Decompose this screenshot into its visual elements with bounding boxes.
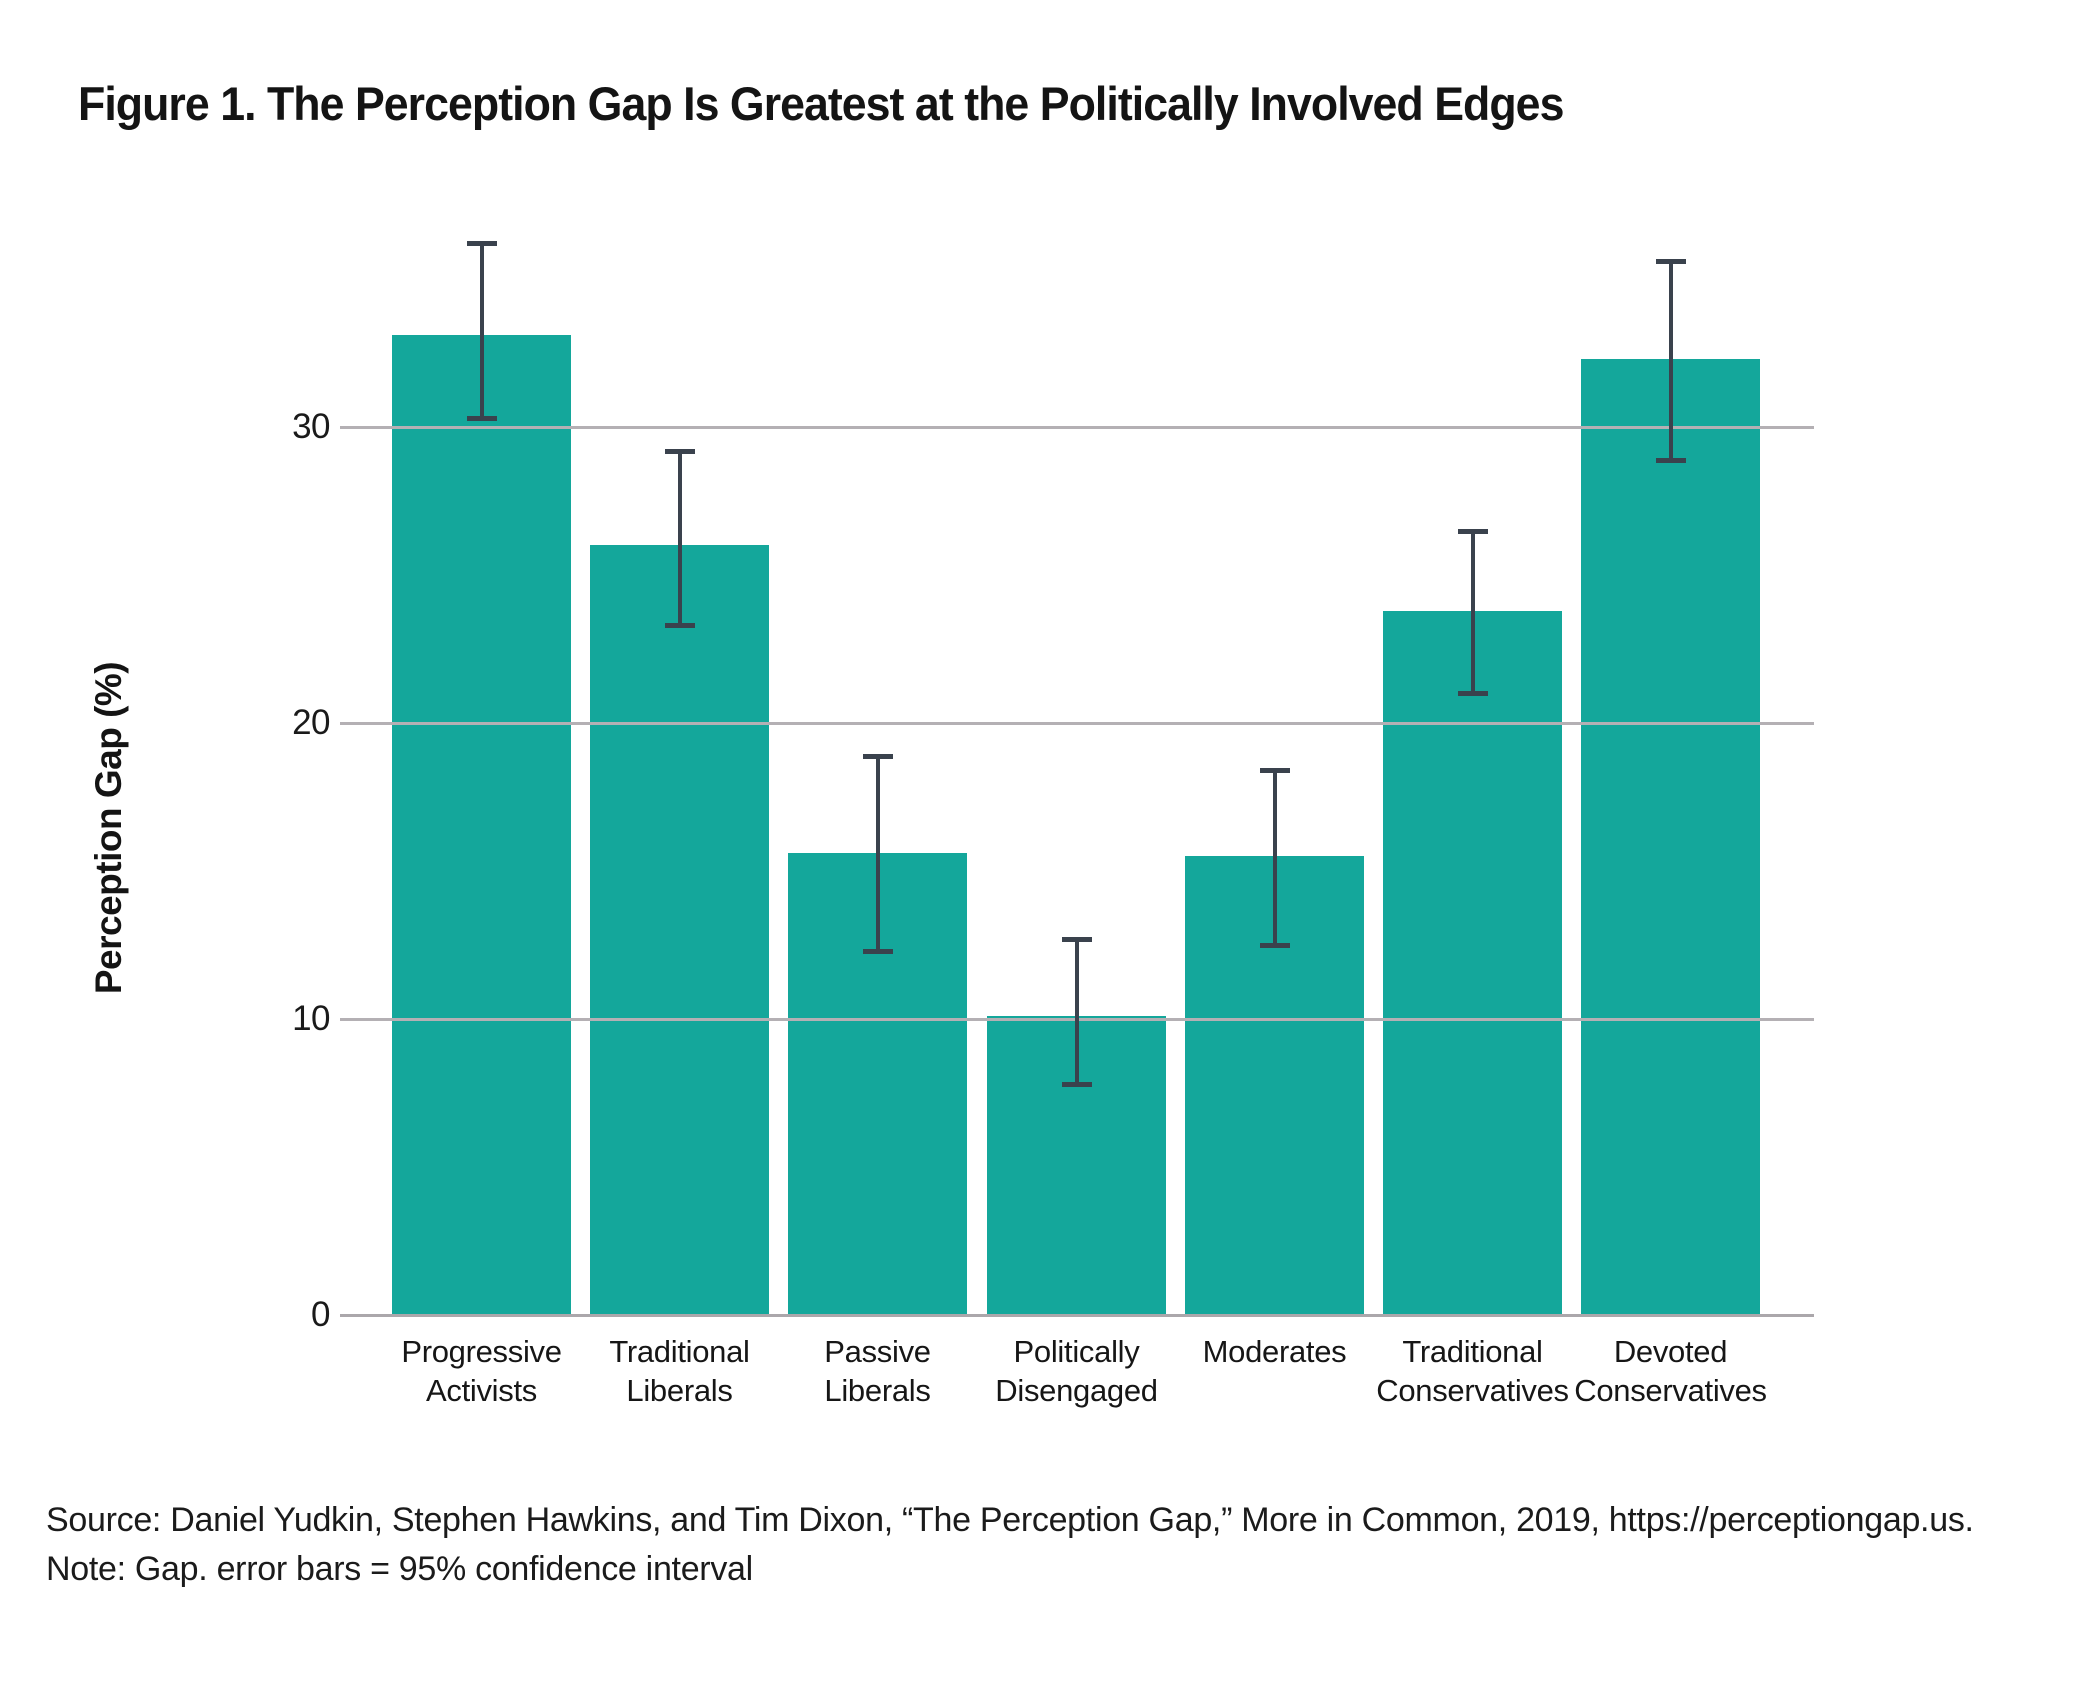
category-label-line: Devoted [1613, 1334, 1728, 1369]
error-bar-cap-top [862, 754, 893, 759]
bar [392, 335, 571, 1315]
bar [590, 545, 769, 1315]
error-bar-cap-bottom [664, 623, 695, 628]
error-bar-stem [677, 451, 682, 625]
category-label-line: Moderates [1202, 1334, 1347, 1369]
error-bar-stem [875, 756, 880, 951]
error-bar-cap-bottom [1259, 943, 1290, 948]
error-bar-cap-top [1259, 768, 1290, 773]
y-tick-label: 30 [292, 407, 330, 446]
figure-title: Figure 1. The Perception Gap Is Greatest… [78, 77, 1564, 130]
category-label-line: Traditional [1402, 1334, 1543, 1369]
error-bar-cap-top [466, 241, 497, 246]
category-label: Devoted Conservatives [1521, 1332, 1821, 1410]
figure-footer: Source: Daniel Yudkin, Stephen Hawkins, … [46, 1496, 1974, 1594]
x-axis-line [340, 1314, 1814, 1317]
error-bar-stem [1074, 939, 1079, 1084]
figure-note: Note: Gap. error bars = 95% confidence i… [46, 1550, 753, 1588]
error-bar-stem [1668, 261, 1673, 460]
error-bar-stem [1272, 770, 1277, 945]
y-tick-label: 20 [292, 703, 330, 742]
error-bar-cap-bottom [1655, 458, 1686, 463]
gridline [340, 722, 1814, 725]
category-label-line: Progressive [401, 1334, 562, 1369]
category-label: Traditional Conservatives [1323, 1332, 1623, 1410]
error-bar-cap-top [664, 449, 695, 454]
y-tick-label: 10 [292, 999, 330, 1038]
category-label-line: Politically [1013, 1334, 1140, 1369]
error-bar-cap-bottom [1457, 691, 1488, 696]
bar [1383, 611, 1562, 1315]
category-label-line: Liberals [824, 1373, 931, 1408]
error-bar-stem [479, 243, 484, 418]
error-bar-cap-top [1655, 259, 1686, 264]
error-bar-cap-top [1457, 529, 1488, 534]
category-label: Passive Liberals [728, 1332, 1028, 1410]
category-label: Politically Disengaged [927, 1332, 1227, 1410]
category-label: Traditional Liberals [530, 1332, 830, 1410]
error-bar-cap-bottom [862, 949, 893, 954]
category-label-line: Activists [426, 1373, 537, 1408]
error-bar-stem [1470, 531, 1475, 693]
error-bar-cap-bottom [1061, 1082, 1092, 1087]
source-note: Source: Daniel Yudkin, Stephen Hawkins, … [46, 1501, 1974, 1539]
y-axis-title: Perception Gap (%) [88, 661, 129, 995]
category-label-line: Conservatives [1376, 1373, 1569, 1408]
category-label-line: Liberals [626, 1373, 733, 1408]
category-label-line: Traditional [609, 1334, 750, 1369]
error-bar-cap-top [1061, 937, 1092, 942]
bar [1581, 359, 1760, 1315]
y-tick-label: 0 [311, 1295, 330, 1334]
gridline [340, 426, 1814, 429]
category-label: Progressive Activists [332, 1332, 632, 1410]
category-label: Moderates [1125, 1332, 1425, 1371]
category-label-line: Conservatives [1574, 1373, 1767, 1408]
category-label-line: Passive [824, 1334, 931, 1369]
category-label-line: Disengaged [995, 1373, 1158, 1408]
error-bar-cap-bottom [466, 416, 497, 421]
